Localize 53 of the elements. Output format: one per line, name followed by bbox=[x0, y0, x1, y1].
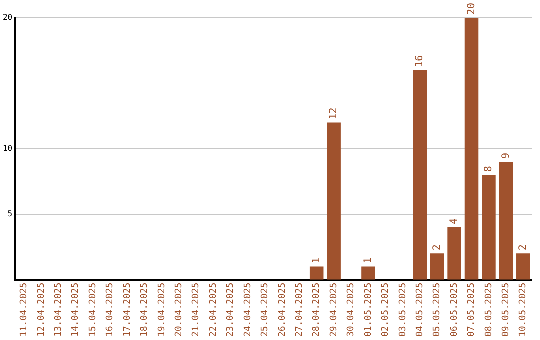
bar bbox=[516, 254, 530, 280]
x-tick-label: 17.04.2025 bbox=[122, 282, 133, 338]
x-tick-label: 26.04.2025 bbox=[278, 282, 288, 338]
x-tick-label: 27.04.2025 bbox=[294, 282, 305, 338]
x-tick-label: 24.04.2025 bbox=[243, 282, 254, 338]
x-tick-label: 16.04.2025 bbox=[106, 282, 116, 338]
x-tick-label: 10.05.2025 bbox=[518, 282, 529, 338]
x-tick-label: 18.04.2025 bbox=[140, 282, 150, 338]
bar bbox=[482, 175, 496, 280]
x-tick-label: 25.04.2025 bbox=[260, 282, 271, 338]
data-label: 2 bbox=[518, 244, 529, 251]
bar bbox=[499, 162, 514, 280]
x-tick-label: 12.04.2025 bbox=[36, 282, 47, 338]
x-tick-label: 29.04.2025 bbox=[329, 282, 340, 338]
x-tick-label: 07.05.2025 bbox=[467, 282, 478, 338]
bar bbox=[327, 122, 341, 280]
x-tick-label: 22.04.2025 bbox=[208, 282, 219, 338]
x-tick-label: 03.05.2025 bbox=[398, 282, 408, 338]
data-label: 8 bbox=[484, 166, 495, 172]
data-label: 4 bbox=[449, 218, 460, 224]
bar bbox=[430, 254, 444, 280]
x-tick-label: 08.05.2025 bbox=[484, 282, 494, 338]
x-tick-label: 04.05.2025 bbox=[415, 282, 426, 338]
x-tick-label: 06.05.2025 bbox=[450, 282, 460, 338]
data-label: 1 bbox=[311, 258, 322, 264]
x-tick-label: 13.04.2025 bbox=[54, 282, 64, 338]
data-label: 20 bbox=[466, 2, 478, 15]
x-tick-label: 02.05.2025 bbox=[381, 282, 392, 338]
x-tick-label: 23.04.2025 bbox=[226, 282, 236, 338]
bar bbox=[310, 266, 324, 280]
x-tick-label: 28.04.2025 bbox=[312, 282, 322, 338]
y-tick-label: 5 bbox=[8, 209, 13, 218]
x-tick-label: 14.04.2025 bbox=[71, 282, 82, 338]
x-tick-label: 09.05.2025 bbox=[502, 282, 512, 338]
x-tick-label: 05.05.2025 bbox=[432, 282, 443, 338]
bar bbox=[362, 266, 376, 280]
data-label: 12 bbox=[328, 108, 340, 120]
bar bbox=[413, 70, 428, 280]
y-tick-label: 10 bbox=[2, 144, 13, 153]
x-tick-label: 20.04.2025 bbox=[174, 282, 184, 338]
data-label: 9 bbox=[500, 152, 512, 159]
data-label: 1 bbox=[363, 258, 374, 264]
y-tick-label: 20 bbox=[2, 13, 13, 22]
x-tick-label: 11.04.2025 bbox=[20, 282, 30, 338]
data-label: 2 bbox=[432, 244, 443, 251]
x-tick-label: 15.04.2025 bbox=[88, 282, 98, 338]
bar bbox=[464, 18, 479, 280]
data-label: 16 bbox=[414, 55, 426, 68]
x-tick-label: 21.04.2025 bbox=[192, 282, 202, 338]
x-tick-label: 01.05.2025 bbox=[364, 282, 374, 338]
x-tick-label: 30.04.2025 bbox=[346, 282, 357, 338]
bar bbox=[448, 227, 462, 280]
x-tick-label: 19.04.2025 bbox=[157, 282, 168, 338]
